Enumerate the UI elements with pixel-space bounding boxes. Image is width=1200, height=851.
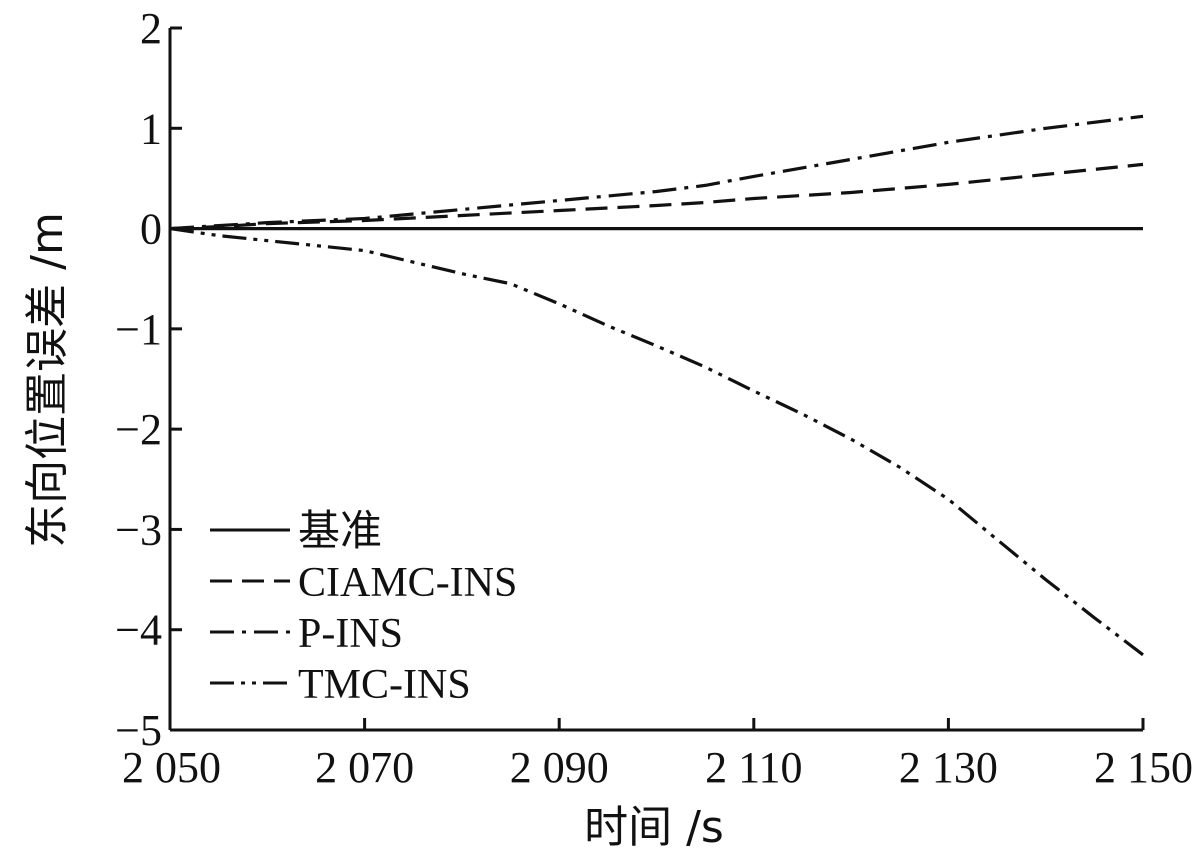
x-tick-label: 2 110 xyxy=(705,743,802,792)
legend-label-4: TMC-INS xyxy=(298,662,471,708)
series-line-3 xyxy=(169,114,1144,231)
x-tick-label: 2 150 xyxy=(1094,743,1193,792)
y-tick-label: 2 xyxy=(140,4,162,53)
y-tick-label: −3 xyxy=(115,505,162,554)
x-axis-ticks: 2 050 2 070 2 090 2 110 2 130 2 150 xyxy=(122,718,1193,792)
y-tick-label: −2 xyxy=(115,405,162,454)
x-tick-label: 2 090 xyxy=(510,743,609,792)
legend-label-2: CIAMC-INS xyxy=(298,560,517,606)
y-tick-label: 0 xyxy=(140,205,162,254)
y-tick-label: −4 xyxy=(115,606,162,655)
y-axis-ticks: 2 1 0 −1 −2 −3 −4 −5 xyxy=(115,4,182,755)
legend-label-3: P-INS xyxy=(298,611,403,657)
y-tick-label: −1 xyxy=(115,305,162,354)
series-layer xyxy=(169,114,1144,657)
y-axis-title: 东向位置误差 /m xyxy=(22,212,73,548)
legend-label-1: 基准 xyxy=(298,506,382,555)
y-tick-label: 1 xyxy=(140,104,162,153)
legend: 基准 CIAMC-INS P-INS TMC-INS xyxy=(210,506,517,708)
x-tick-label: 2 070 xyxy=(315,743,414,792)
x-tick-label: 2 130 xyxy=(899,743,998,792)
axes xyxy=(168,28,1143,732)
y-tick-label: −5 xyxy=(115,706,162,755)
x-axis-title: 时间 /s xyxy=(584,802,724,851)
x-tick-label: 2 050 xyxy=(122,743,221,792)
